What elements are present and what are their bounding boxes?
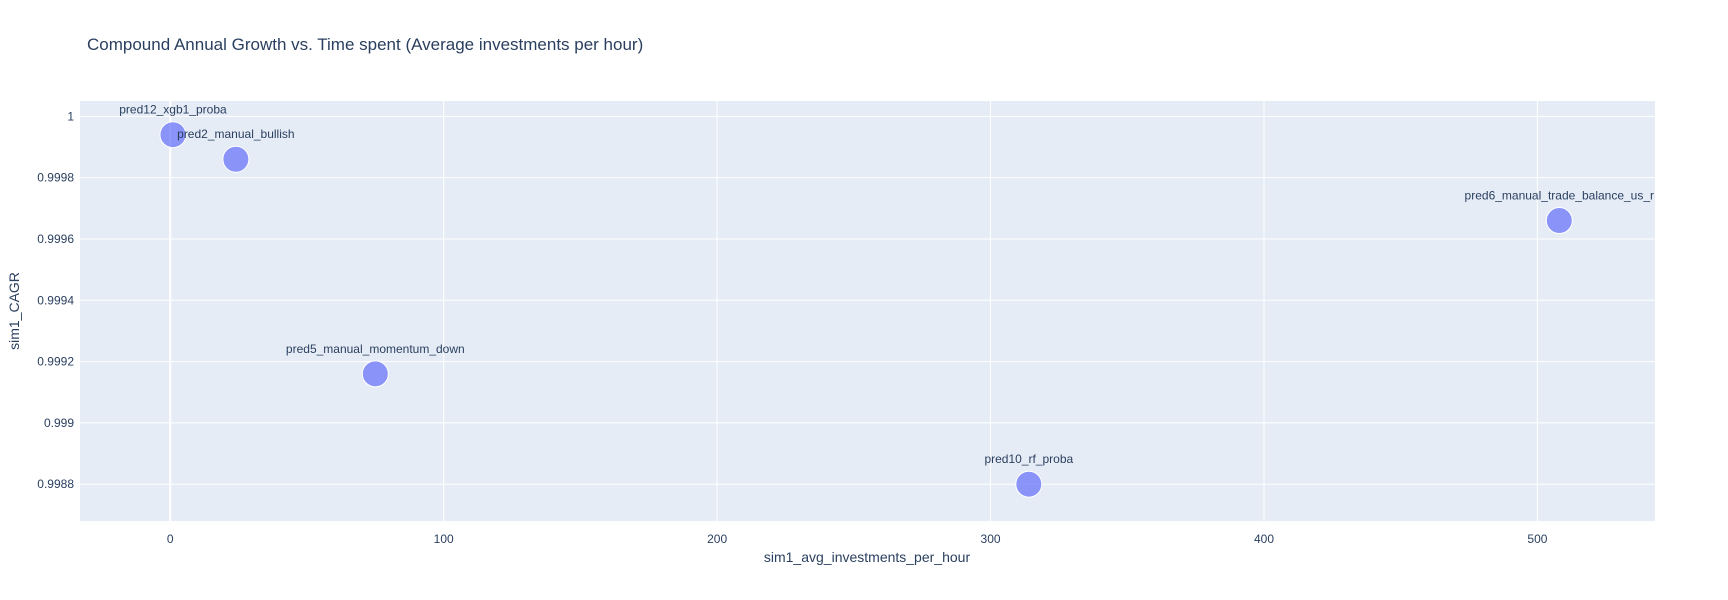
y-tick-label: 0.9998 (37, 171, 74, 185)
x-tick-label: 400 (1254, 532, 1274, 546)
x-axis-title: sim1_avg_investments_per_hour (764, 549, 971, 565)
x-tick-label: 100 (434, 532, 454, 546)
y-tick-label: 0.999 (44, 416, 74, 430)
x-tick-label: 500 (1527, 532, 1547, 546)
y-tick-label: 0.9994 (37, 293, 74, 307)
point-label: pred12_xgb1_proba (119, 103, 227, 117)
scatter-point[interactable] (361, 360, 389, 388)
point-label: pred6_manual_trade_balance_us_r (1465, 189, 1654, 203)
x-axis-ticks: 0 100 200 300 400 500 (167, 532, 1548, 546)
point-label: pred2_manual_bullish (177, 127, 294, 141)
y-tick-label: 0.9992 (37, 355, 74, 369)
y-tick-label: 0.9988 (37, 477, 74, 491)
scatter-point[interactable] (159, 121, 187, 149)
chart-title: Compound Annual Growth vs. Time spent (A… (87, 35, 643, 54)
gridlines (80, 101, 1655, 521)
point-label: pred10_rf_proba (984, 452, 1073, 466)
x-tick-label: 300 (981, 532, 1001, 546)
scatter-point[interactable] (1015, 470, 1043, 498)
point-label: pred5_manual_momentum_down (286, 342, 465, 356)
x-tick-label: 0 (167, 532, 174, 546)
plot-background (80, 101, 1655, 521)
y-tick-label: 0.9996 (37, 232, 74, 246)
y-axis-ticks: 0.9988 0.999 0.9992 0.9994 0.9996 0.9998 1 (37, 109, 74, 491)
data-points: pred12_xgb1_proba pred2_manual_bullishpre… (119, 103, 1654, 498)
scatter-point[interactable] (222, 145, 250, 173)
y-axis-title: sim1_CAGR (6, 272, 22, 350)
y-tick-label: 1 (67, 109, 74, 123)
x-tick-label: 200 (707, 532, 727, 546)
scatter-point[interactable] (1545, 207, 1573, 235)
